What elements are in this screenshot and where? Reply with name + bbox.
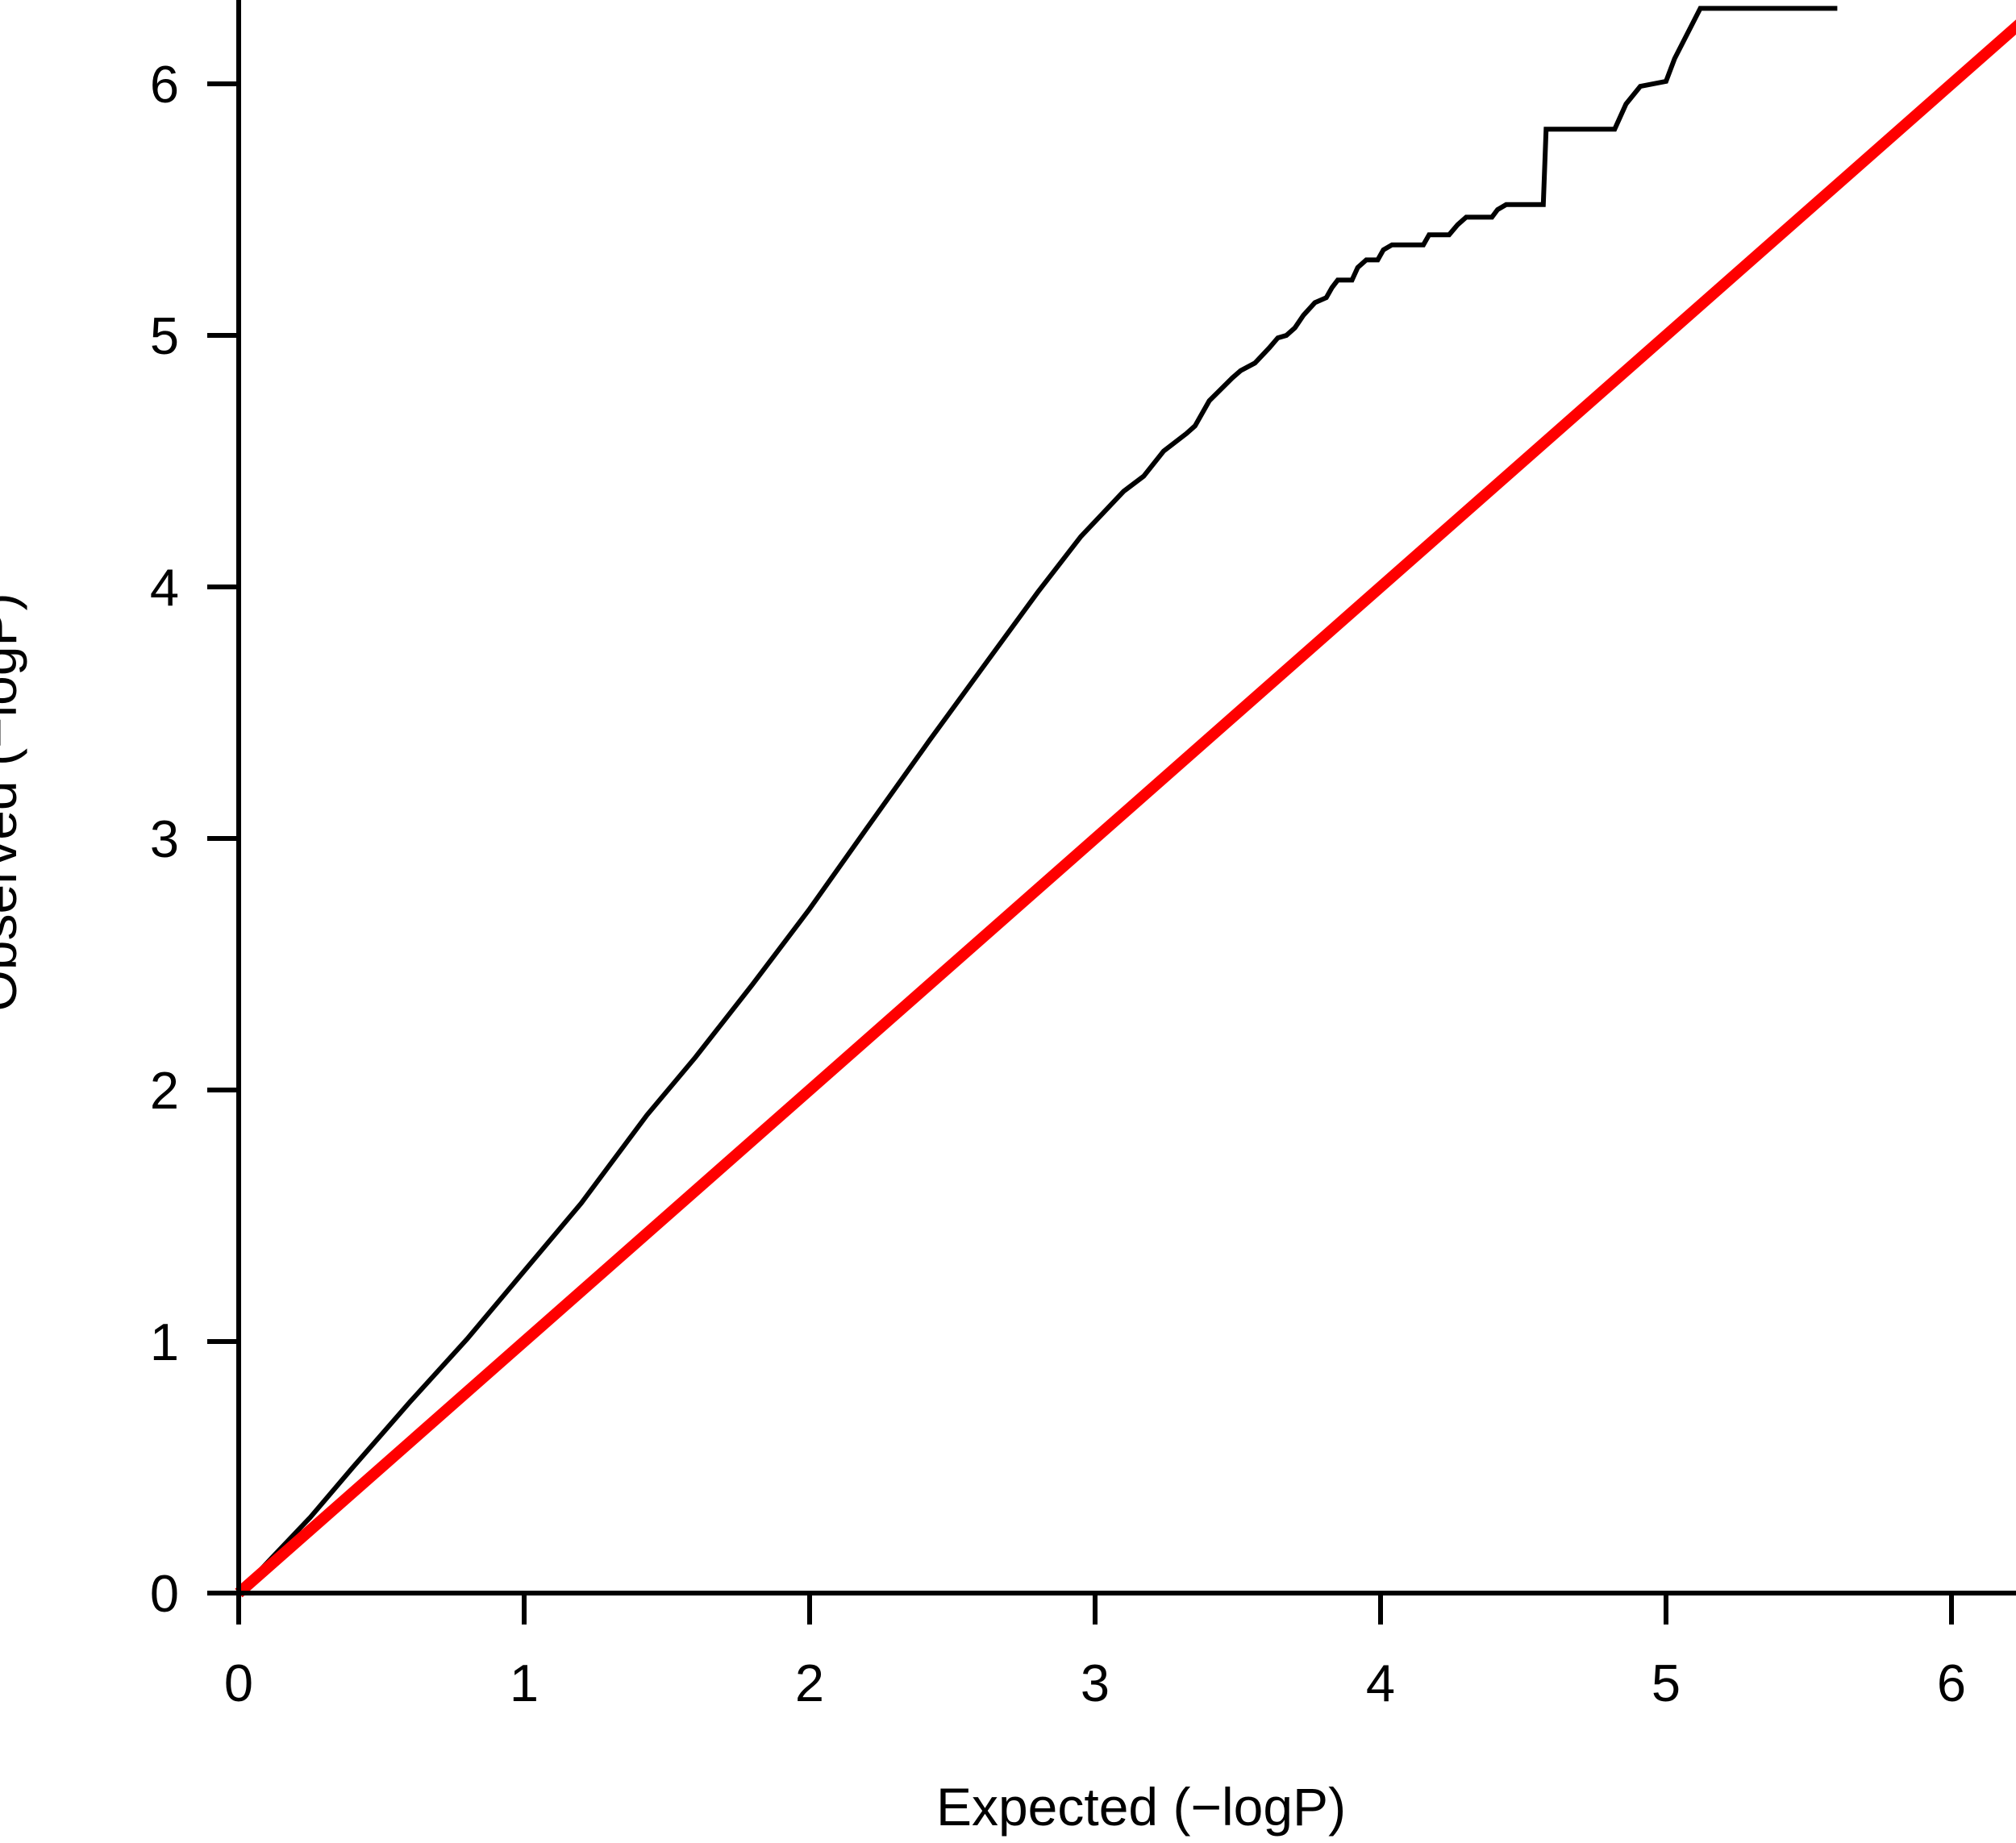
x-tick-label: 4 [1366, 1654, 1395, 1712]
y-axis-title: Observed (−logP) [0, 593, 27, 1011]
y-tick-label: 3 [150, 809, 179, 868]
y-axis-tick-labels: 0 1 2 3 4 5 6 [150, 55, 179, 1623]
x-tick-label: 3 [1081, 1654, 1110, 1712]
x-tick-label: 0 [224, 1654, 253, 1712]
y-tick-label: 5 [150, 306, 179, 365]
y-tick-label: 4 [150, 558, 179, 617]
plot-series [235, 6, 2016, 1598]
observed-quantiles-line [236, 6, 1838, 1595]
x-axis-ticks [236, 1593, 1954, 1625]
x-tick-label: 5 [1652, 1654, 1681, 1712]
x-axis: 0 1 2 3 4 5 6 [224, 1591, 2016, 1712]
x-axis-title: Expected (−logP) [936, 1777, 1346, 1837]
y-tick-label: 1 [150, 1313, 179, 1371]
x-axis-tick-labels: 0 1 2 3 4 5 6 [224, 1654, 1966, 1712]
x-tick-label: 2 [795, 1654, 824, 1712]
y-tick-label: 2 [150, 1061, 179, 1120]
identity-reference-line [235, 19, 2016, 1598]
x-tick-label: 6 [1937, 1654, 1966, 1712]
x-tick-label: 1 [510, 1654, 539, 1712]
y-axis-ticks [207, 81, 239, 1595]
y-axis: 0 1 2 3 4 5 6 [150, 0, 241, 1623]
y-tick-label: 6 [150, 55, 179, 114]
y-tick-label: 0 [150, 1564, 179, 1623]
